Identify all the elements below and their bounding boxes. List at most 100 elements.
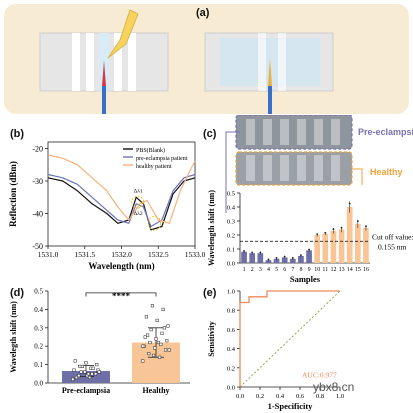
x-tick-label: 15: [355, 267, 361, 273]
data-point: [316, 233, 319, 236]
data-point: [356, 220, 359, 223]
y-tick-label: 0.5: [34, 288, 43, 296]
x-tick-label: 4: [267, 267, 270, 273]
bar-sample-6: [281, 257, 288, 263]
data-point: [340, 226, 343, 229]
x-tick-label: Healthy: [142, 386, 169, 395]
panel-label-d: (d): [10, 287, 25, 299]
y-tick-label: 0.0: [227, 385, 235, 392]
data-point: [159, 342, 163, 346]
bar-sample-11: [322, 233, 329, 263]
watermark-text: ybx8.cn: [313, 380, 355, 394]
fiber-tip-red: [102, 60, 106, 86]
delta1-label: Δλ1: [134, 188, 143, 194]
fiber-tip-yellow: [268, 58, 272, 86]
data-point: [90, 372, 94, 376]
data-point: [162, 326, 166, 330]
x-tick-label: 1533.0: [185, 250, 205, 259]
data-point: [308, 248, 310, 251]
y-tick-label: 0.8: [227, 308, 235, 315]
data-point: [251, 251, 254, 254]
data-point: [88, 375, 92, 380]
data-point: [283, 255, 286, 258]
data-point: [94, 372, 98, 376]
cutoff-label: Cut off value:: [372, 232, 413, 241]
data-point: [166, 324, 170, 328]
group-shift-chart: 0.0 0.1 0.2 0.3 0.4 0.5 Pre-eclampsia Healthy **…: [9, 288, 190, 395]
x-tick-label: 2: [251, 267, 254, 273]
y-tick-label: 0.4: [34, 306, 43, 314]
data-point: [267, 258, 270, 261]
data-point: [161, 307, 165, 311]
y-tick-label: 0.4: [227, 205, 236, 212]
bar-sample-10: [314, 235, 321, 263]
y-tick-label: 0.2: [34, 343, 43, 351]
y-axis-label: Sensitivity: [207, 321, 216, 357]
data-point: [144, 315, 148, 319]
pre-eclampsia-tag: Pre-eclampsia: [358, 127, 413, 137]
healthy-tag: Healthy: [370, 167, 403, 177]
data-point: [72, 368, 76, 372]
x-tick-label: 1532.0: [111, 250, 132, 259]
data-point: [91, 366, 95, 370]
bar-sample-8: [298, 256, 304, 263]
data-point: [74, 375, 78, 380]
tube-healthy: [263, 155, 272, 181]
y-axis-label: Reflection (dBm): [8, 161, 18, 227]
sample-shift-chart: Pre-eclampsia Healthy 0.0 0.1 0.2 0.3 0.4 0.5 1 2…: [207, 115, 413, 284]
data-point: [348, 202, 351, 205]
x-tick-label: 8: [299, 267, 302, 273]
photo-healthy-frame: [235, 151, 353, 186]
data-point: [86, 372, 90, 376]
panel-label-e: (e): [203, 287, 217, 299]
sensor-schematic: [39, 9, 334, 114]
x-tick-label: 1.0: [336, 393, 344, 400]
significance-label: ****: [112, 291, 131, 301]
x-tick-label: 3: [259, 267, 262, 273]
data-point: [71, 377, 75, 381]
data-point: [155, 318, 159, 322]
data-point: [275, 257, 278, 259]
auc-label: AUC:0.977: [302, 370, 337, 379]
data-point: [365, 225, 367, 228]
x-axis-label: Samples: [290, 274, 321, 284]
tube-pre: [263, 119, 272, 145]
x-axis-label: Wavelength (nm): [88, 261, 154, 271]
data-point: [160, 331, 164, 335]
data-point: [95, 363, 99, 367]
y-tick-label: -20: [32, 145, 43, 154]
y-tick-label: -40: [32, 210, 43, 219]
bar-sample-3: [257, 253, 264, 263]
legend-label-1: pre-eclampsia patient: [136, 156, 188, 162]
y-tick-label: 0.2: [227, 365, 235, 372]
cutoff-value: 0.155 nm: [378, 242, 407, 251]
y-tick-label: 0.2: [227, 233, 235, 240]
x-tick-label: 1: [243, 267, 246, 273]
legend-label-0: PBS(Blank): [136, 147, 165, 154]
data-point: [154, 337, 158, 341]
bar-sample-2: [249, 253, 256, 263]
tube-pre: [246, 119, 255, 145]
bar-sample-15: [354, 223, 361, 263]
spectrum-line-2: [47, 154, 196, 224]
bar-sample-13: [338, 229, 345, 263]
y-tick-label: 1.0: [227, 289, 235, 296]
data-point: [324, 231, 327, 234]
data-point: [300, 254, 302, 257]
data-point: [332, 228, 335, 231]
bar-sample-7: [289, 258, 296, 263]
tube-pre: [297, 119, 306, 145]
x-tick-label: Pre-eclampsia: [62, 386, 110, 395]
data-point: [164, 348, 168, 352]
y-tick-label: 0.1: [227, 247, 235, 254]
tube-healthy: [280, 155, 289, 181]
delta2-label: Δλ2: [134, 211, 143, 217]
tube-pre: [280, 119, 289, 145]
data-point: [80, 364, 84, 368]
y-tick-label: 0.5: [227, 191, 235, 198]
y-tick-label: 0.3: [227, 219, 235, 226]
data-point: [150, 304, 154, 308]
x-tick-label: 14: [347, 267, 353, 273]
tube-healthy: [246, 155, 255, 181]
